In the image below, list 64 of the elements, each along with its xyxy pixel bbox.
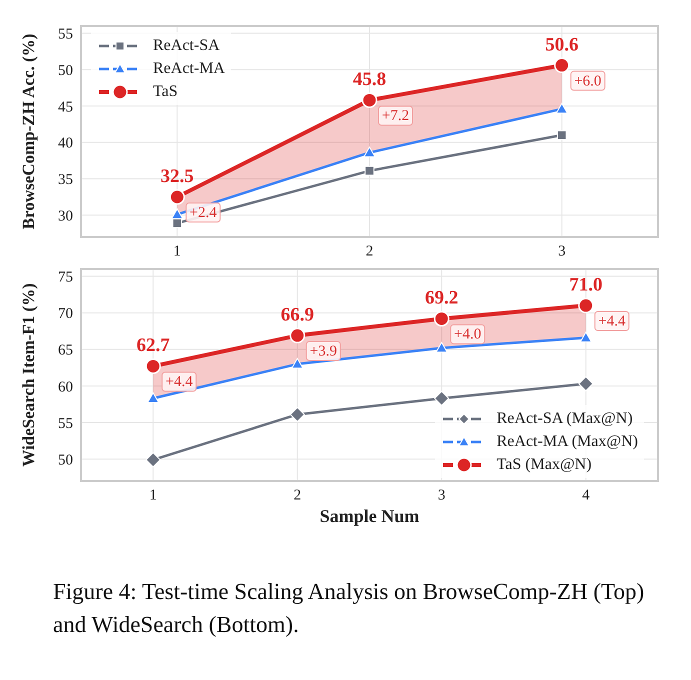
point xyxy=(556,130,567,140)
x-axis-title: Sample Num xyxy=(320,506,420,526)
legend-label: ReAct-SA (Max@N) xyxy=(496,410,633,428)
data-label: 71.0 xyxy=(569,274,602,296)
data-label: 50.6 xyxy=(545,34,578,56)
x-tick-label: 2 xyxy=(294,488,302,504)
point xyxy=(436,342,448,353)
point xyxy=(145,358,161,374)
data-label: 32.5 xyxy=(160,166,194,187)
y-tick-label: 30 xyxy=(58,208,73,224)
legend-label: TaS xyxy=(153,82,178,100)
data-label: 66.9 xyxy=(280,304,314,326)
y-tick-label: 55 xyxy=(58,26,73,43)
legend-label: TaS (Max@N) xyxy=(496,456,592,474)
y-tick-label: 35 xyxy=(58,172,73,188)
x-tick-label: 1 xyxy=(149,488,157,504)
point xyxy=(578,376,594,392)
data-label: 62.7 xyxy=(136,335,170,356)
x-tick-label: 3 xyxy=(558,244,566,260)
point xyxy=(291,358,304,369)
caption: Figure 4: Test-time Scaling Analysis on BrowseComp-ZH (Top) and WideSearch (Bottom). xyxy=(53,578,646,639)
point xyxy=(172,218,182,228)
annotation: +7.2 xyxy=(382,108,410,124)
y-tick-label: 40 xyxy=(58,136,73,152)
legend-label: ReAct-MA xyxy=(153,60,225,78)
point xyxy=(146,452,161,468)
annotation: +4.0 xyxy=(454,326,482,343)
legend-label: ReAct-MA (Max@N) xyxy=(496,432,638,450)
y-tick-label: 70 xyxy=(58,306,73,322)
y-tick-label: 75 xyxy=(58,270,73,286)
point xyxy=(434,310,450,326)
point xyxy=(290,406,305,422)
y-tick-label: 55 xyxy=(58,416,73,432)
point xyxy=(364,166,374,176)
annotation: +4.4 xyxy=(598,314,626,330)
data-label: 69.2 xyxy=(425,288,458,309)
point xyxy=(434,390,450,406)
annotation: +2.4 xyxy=(190,204,218,221)
x-tick-label: 1 xyxy=(173,244,181,260)
y-tick-label: 45 xyxy=(58,99,73,116)
point xyxy=(290,328,306,344)
y-tick-label: 65 xyxy=(58,342,73,359)
point xyxy=(554,58,570,74)
y-tick-label: 60 xyxy=(58,379,73,396)
point xyxy=(556,102,568,114)
y-tick-label: 50 xyxy=(58,452,73,468)
point xyxy=(578,298,594,314)
annotation: +4.4 xyxy=(166,374,194,390)
x-tick-label: 4 xyxy=(582,488,590,504)
y-axis-title: WideSearch Item-F1 (%) xyxy=(19,283,38,467)
annotation: +3.9 xyxy=(310,344,337,360)
point xyxy=(147,392,160,404)
legend-label: ReAct-SA xyxy=(153,36,220,54)
y-tick-label: 50 xyxy=(58,62,73,79)
point xyxy=(171,208,184,220)
x-tick-label: 2 xyxy=(366,244,374,260)
point xyxy=(169,189,185,205)
y-axis-title: BrowseComp-ZH Acc. (%) xyxy=(19,34,38,230)
data-label: 45.8 xyxy=(352,69,386,90)
x-tick-label: 3 xyxy=(438,488,446,504)
point xyxy=(364,146,376,158)
point xyxy=(362,92,378,108)
point xyxy=(580,332,592,342)
annotation: +6.0 xyxy=(574,73,602,90)
